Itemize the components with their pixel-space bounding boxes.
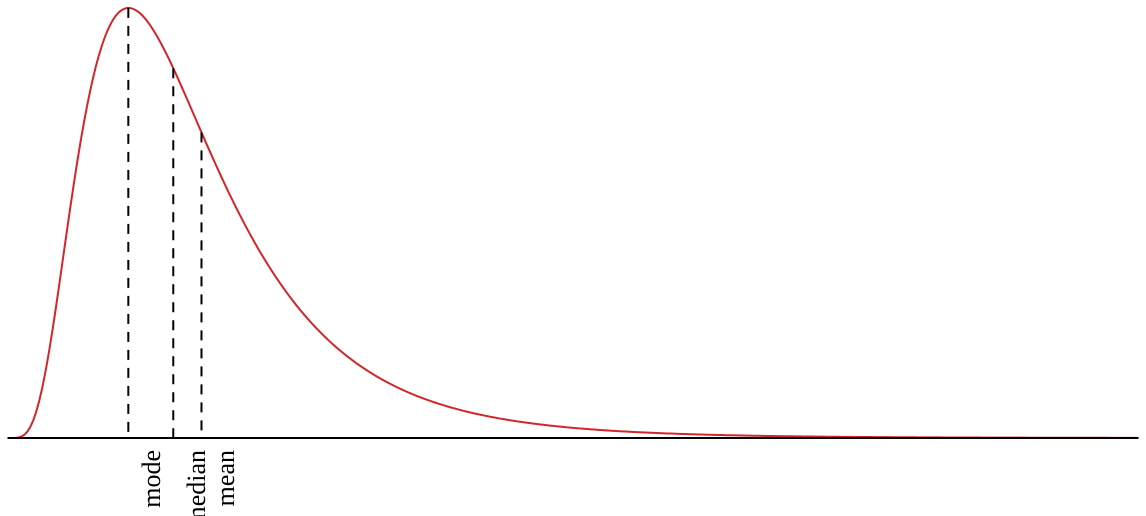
mean-label: mean — [211, 450, 241, 506]
distribution-diagram: mode medianmean — [0, 0, 1146, 516]
distribution-curve — [8, 8, 1138, 438]
plot-svg — [0, 0, 1146, 516]
mode-label: mode — [137, 450, 167, 508]
median-label: median — [182, 450, 212, 516]
